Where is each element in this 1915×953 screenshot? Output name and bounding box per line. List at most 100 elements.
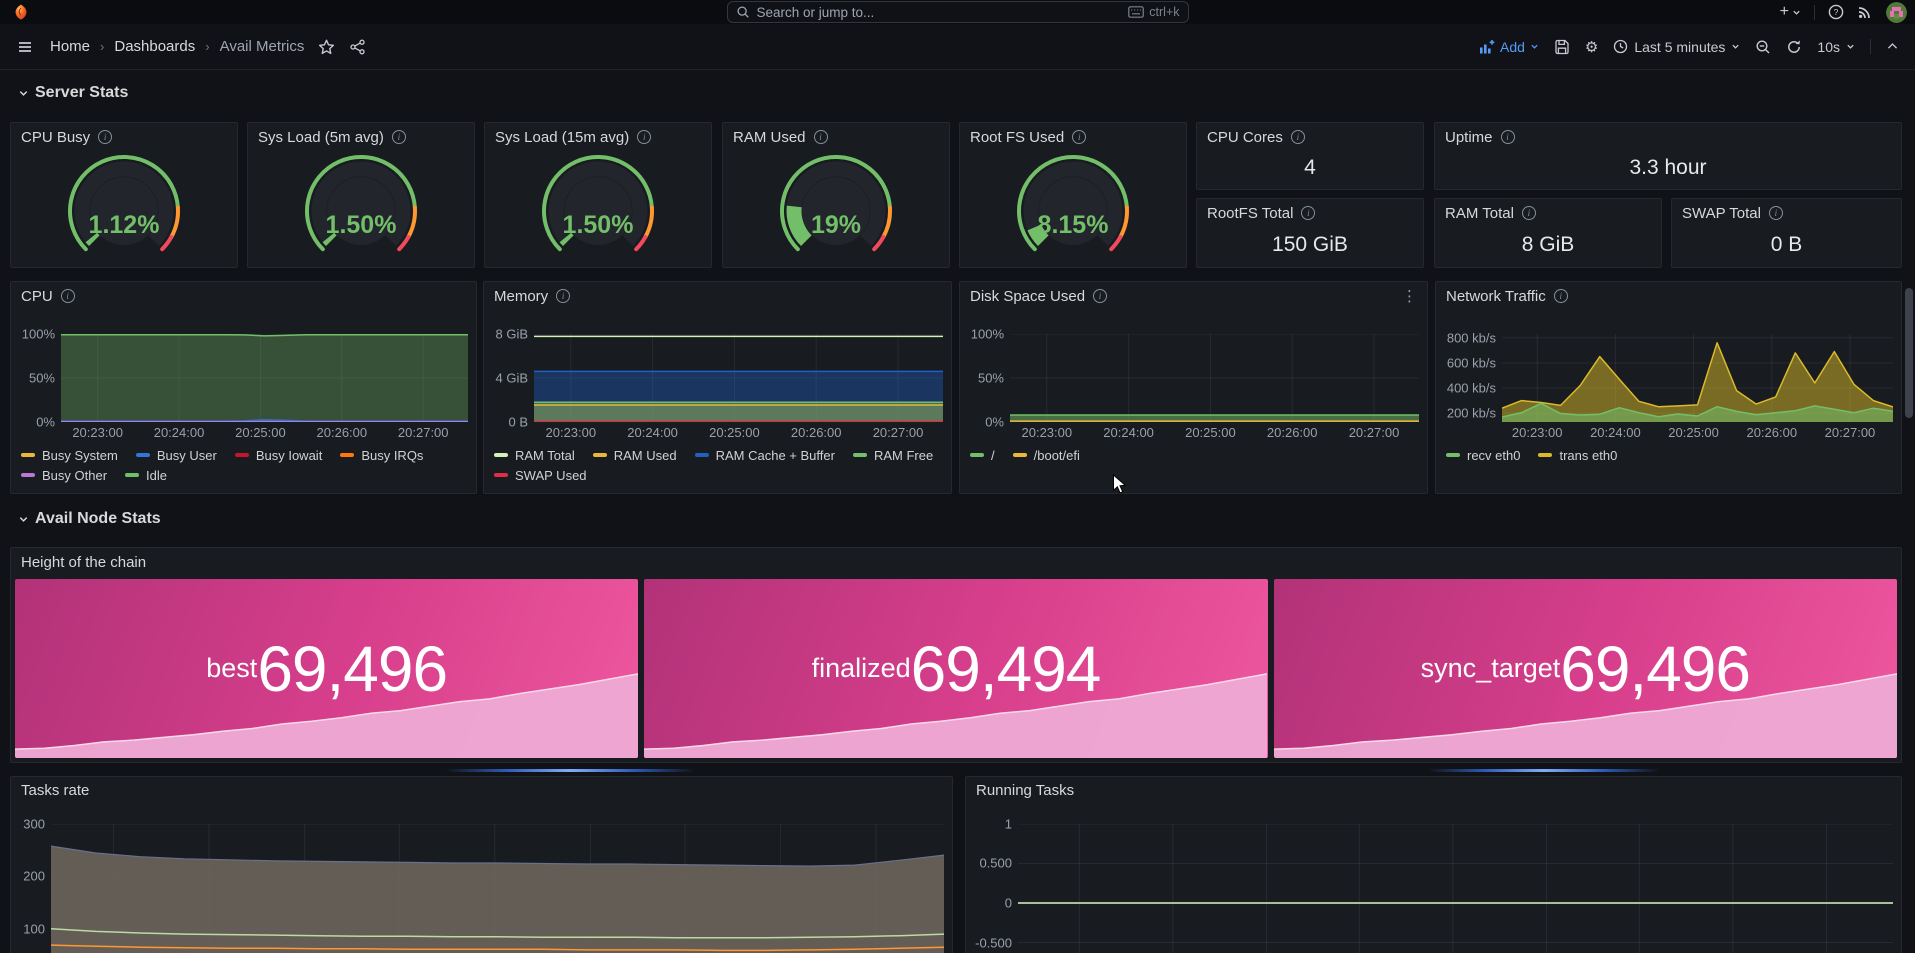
- refresh-button[interactable]: [1786, 39, 1802, 55]
- legend-item[interactable]: Busy Other: [21, 468, 107, 483]
- info-icon[interactable]: [1501, 130, 1515, 144]
- panel-header[interactable]: CPU Cores: [1197, 123, 1423, 151]
- menu-toggle-icon[interactable]: [16, 39, 34, 55]
- save-icon: [1554, 39, 1570, 55]
- panel-header[interactable]: Tasks rate: [11, 777, 952, 805]
- panel-header[interactable]: RootFS Total: [1197, 199, 1423, 227]
- legend-item[interactable]: RAM Used: [593, 448, 677, 463]
- help-icon[interactable]: ?: [1828, 4, 1844, 20]
- page-scrollbar[interactable]: [1905, 288, 1913, 418]
- panel-title: CPU Cores: [1207, 129, 1283, 146]
- legend-item[interactable]: Busy IRQs: [340, 448, 423, 463]
- panel-memory: Memory 8 GiB4 GiB0 B 20:23:0020:24:0020:…: [483, 281, 952, 494]
- shortcut-label: ctrl+k: [1149, 5, 1179, 19]
- info-icon[interactable]: [1291, 130, 1305, 144]
- stat-value: 69,496: [257, 632, 447, 706]
- zoom-out-button[interactable]: [1755, 39, 1771, 55]
- y-tick-label: 100%: [22, 327, 55, 342]
- legend-swatch: [853, 453, 867, 457]
- x-tick-label: 20:25:00: [235, 425, 286, 440]
- legend-item[interactable]: Idle: [125, 468, 167, 483]
- panel-header[interactable]: Memory: [484, 282, 951, 310]
- panel-focus-glow: [445, 769, 695, 772]
- legend-item[interactable]: Busy Iowait: [235, 448, 322, 463]
- legend-item[interactable]: RAM Cache + Buffer: [695, 448, 835, 463]
- plot-area[interactable]: [51, 824, 944, 953]
- dashboard-settings-button[interactable]: ⚙: [1585, 38, 1598, 56]
- collapse-toolbar-button[interactable]: [1886, 40, 1899, 53]
- legend-item[interactable]: SWAP Used: [494, 468, 587, 483]
- panel-title: Sys Load (15m avg): [495, 129, 629, 146]
- x-tick-label: 20:25:00: [1668, 425, 1719, 440]
- info-icon[interactable]: [637, 130, 651, 144]
- legend-item[interactable]: Busy System: [21, 448, 118, 463]
- new-button[interactable]: +: [1780, 4, 1801, 20]
- plot-area[interactable]: [1018, 824, 1893, 953]
- plot-area[interactable]: [61, 334, 468, 422]
- x-tick-label: 20:24:00: [1590, 425, 1641, 440]
- info-icon[interactable]: [1769, 206, 1783, 220]
- info-icon[interactable]: [61, 289, 75, 303]
- plot-area[interactable]: [1502, 334, 1893, 422]
- plot-area[interactable]: [1010, 334, 1419, 422]
- section-server-stats[interactable]: Server Stats: [18, 84, 128, 102]
- add-panel-button[interactable]: Add: [1479, 39, 1539, 55]
- legend-item[interactable]: trans eth0: [1538, 448, 1617, 463]
- info-icon[interactable]: [1522, 206, 1536, 220]
- panel-header[interactable]: Uptime: [1435, 123, 1901, 151]
- panel-title: Uptime: [1445, 129, 1493, 146]
- gauge-value: 1.50%: [485, 211, 711, 240]
- panel-uptime: Uptime 3.3 hour: [1434, 122, 1902, 190]
- legend-item[interactable]: recv eth0: [1446, 448, 1520, 463]
- user-avatar[interactable]: [1886, 2, 1907, 23]
- panel-header[interactable]: Sys Load (15m avg): [485, 123, 711, 151]
- panel-header[interactable]: CPU: [11, 282, 476, 310]
- panel-menu-icon[interactable]: [1402, 287, 1417, 305]
- legend-item[interactable]: Busy User: [136, 448, 217, 463]
- info-icon[interactable]: [556, 289, 570, 303]
- refresh-interval-picker[interactable]: 10s: [1817, 39, 1855, 55]
- info-icon[interactable]: [392, 130, 406, 144]
- breadcrumb-home[interactable]: Home: [50, 38, 90, 55]
- favorite-star-button[interactable]: [318, 39, 335, 55]
- grafana-logo[interactable]: [12, 3, 30, 21]
- info-icon[interactable]: [1301, 206, 1315, 220]
- panel-header[interactable]: Root FS Used: [960, 123, 1186, 151]
- time-range-picker[interactable]: Last 5 minutes: [1613, 39, 1740, 55]
- toolbar-actions: Add ⚙ Last 5 minutes: [1479, 38, 1899, 56]
- y-tick-label: 1: [1005, 816, 1012, 831]
- panel-header[interactable]: RAM Total: [1435, 199, 1661, 227]
- y-axis: 100%50%0%: [968, 334, 1010, 422]
- panel-header[interactable]: Running Tasks: [966, 777, 1901, 805]
- info-icon[interactable]: [98, 130, 112, 144]
- search-bar[interactable]: ctrl+k: [727, 1, 1189, 23]
- section-avail-node-stats[interactable]: Avail Node Stats: [18, 510, 161, 528]
- plot-area[interactable]: [534, 334, 943, 422]
- info-icon[interactable]: [814, 130, 828, 144]
- info-icon[interactable]: [1554, 289, 1568, 303]
- legend-item[interactable]: /: [970, 448, 995, 463]
- info-icon[interactable]: [1072, 130, 1086, 144]
- y-tick-label: 4 GiB: [495, 371, 528, 386]
- save-dashboard-button[interactable]: [1554, 39, 1570, 55]
- panel-header[interactable]: SWAP Total: [1672, 199, 1901, 227]
- search-input[interactable]: [757, 5, 1122, 20]
- panel-header[interactable]: Height of the chain: [11, 548, 1901, 576]
- panel-header[interactable]: CPU Busy: [11, 123, 237, 151]
- news-rss-icon[interactable]: [1857, 4, 1873, 20]
- legend-label: Busy System: [42, 448, 118, 463]
- stat-value: 4: [1197, 151, 1423, 189]
- x-tick-label: 20:23:00: [1512, 425, 1563, 440]
- y-axis: 3002001000: [19, 824, 51, 953]
- legend-item[interactable]: /boot/efi: [1013, 448, 1080, 463]
- panel-header[interactable]: Disk Space Used: [960, 282, 1427, 310]
- legend-item[interactable]: RAM Free: [853, 448, 933, 463]
- legend-item[interactable]: RAM Total: [494, 448, 575, 463]
- breadcrumb-dashboards[interactable]: Dashboards: [114, 38, 195, 55]
- gauge-chart: 1.12%: [11, 151, 237, 263]
- panel-header[interactable]: Sys Load (5m avg): [248, 123, 474, 151]
- panel-header[interactable]: RAM Used: [723, 123, 949, 151]
- info-icon[interactable]: [1093, 289, 1107, 303]
- share-button[interactable]: [349, 39, 366, 55]
- panel-header[interactable]: Network Traffic: [1436, 282, 1901, 310]
